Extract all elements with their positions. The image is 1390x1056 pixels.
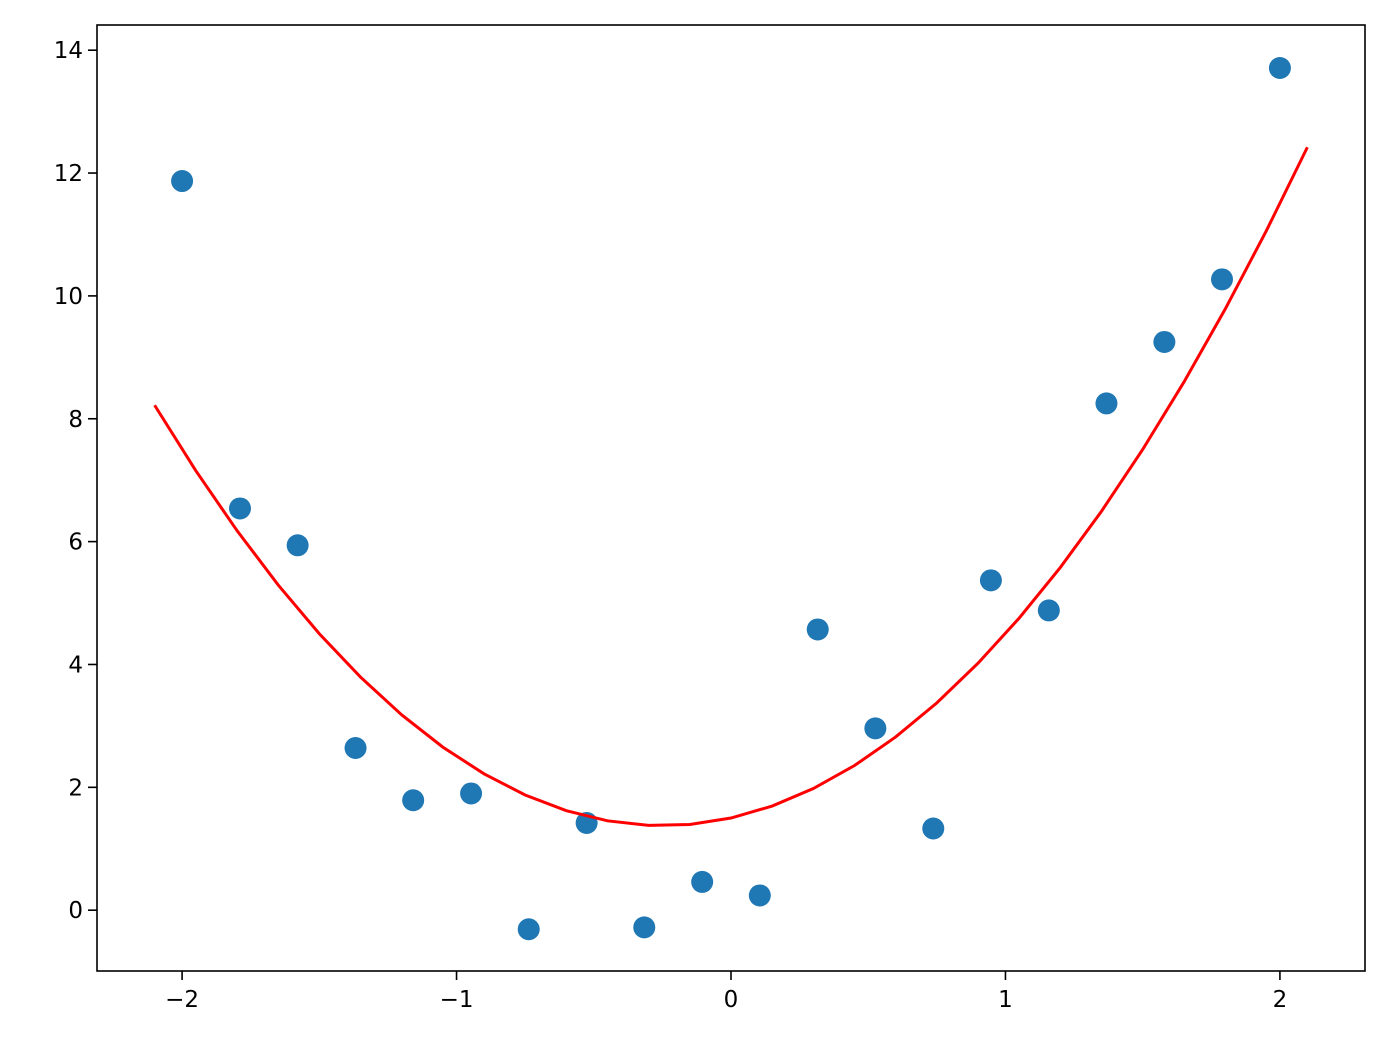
- y-tick-label: 10: [54, 284, 83, 310]
- scatter-point: [1037, 599, 1060, 622]
- x-tick-label: −2: [165, 987, 199, 1013]
- y-tick-label: 8: [68, 407, 83, 433]
- y-tick-label: 6: [68, 530, 83, 556]
- y-tick-label: 14: [54, 38, 83, 64]
- scatter-point: [691, 870, 714, 893]
- scatter-point: [1095, 392, 1118, 415]
- y-tick-label: 0: [68, 898, 83, 924]
- scatter-point: [633, 916, 656, 939]
- scatter-point: [460, 782, 483, 805]
- x-tick-label: −1: [440, 987, 474, 1013]
- x-tick-label: 0: [724, 987, 739, 1013]
- scatter-point: [864, 717, 887, 740]
- scatter-point: [979, 569, 1002, 592]
- scatter-point: [286, 534, 309, 557]
- x-tick-label: 1: [998, 987, 1013, 1013]
- scatter-point: [1153, 330, 1176, 353]
- scatter-point: [1268, 57, 1291, 79]
- scatter-point: [806, 618, 829, 641]
- scatter-point: [922, 817, 945, 840]
- scatter-point: [344, 737, 367, 760]
- scatter-point: [228, 497, 251, 520]
- x-tick-label: 2: [1273, 987, 1288, 1013]
- scatter-point: [748, 884, 771, 907]
- plot-frame: [96, 24, 1366, 972]
- fit-line: [153, 146, 1309, 827]
- scatter-point: [517, 918, 540, 941]
- scatter-point: [402, 789, 425, 812]
- y-tick-label: 12: [54, 161, 83, 187]
- y-tick-label: 2: [68, 775, 83, 801]
- y-tick-label: 4: [68, 652, 83, 678]
- scatter-point: [1211, 268, 1234, 291]
- scatter-point: [171, 170, 194, 193]
